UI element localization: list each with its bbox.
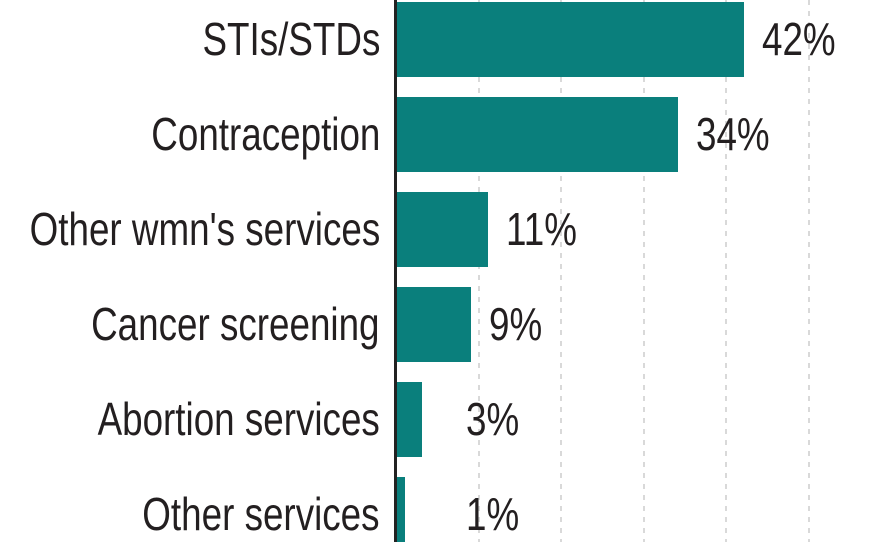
gridline-40 [725, 0, 727, 542]
bar-0 [397, 2, 744, 77]
y-axis-line [394, 0, 397, 542]
category-label: STIs/STDs [202, 13, 380, 65]
category-label: Other services [142, 488, 380, 540]
gridline-20 [560, 0, 562, 542]
bar-4 [397, 382, 422, 457]
bar-5 [397, 477, 405, 542]
category-label: Abortion services [97, 393, 380, 445]
category-label: Cancer screening [91, 298, 380, 350]
gridline-50 [807, 0, 810, 542]
bar-3 [397, 287, 471, 362]
value-label: 42% [762, 13, 836, 65]
bar-2 [397, 192, 488, 267]
value-label: 34% [696, 108, 770, 160]
value-label: 3% [466, 393, 520, 445]
category-label: Other wmn's services [29, 203, 380, 255]
gridline-10 [477, 0, 480, 542]
category-label: Contraception [150, 108, 380, 160]
value-label: 9% [489, 298, 543, 350]
value-label: 11% [506, 203, 577, 255]
bar-1 [397, 97, 678, 172]
gridline-30 [642, 0, 645, 542]
value-label: 1% [466, 488, 520, 540]
